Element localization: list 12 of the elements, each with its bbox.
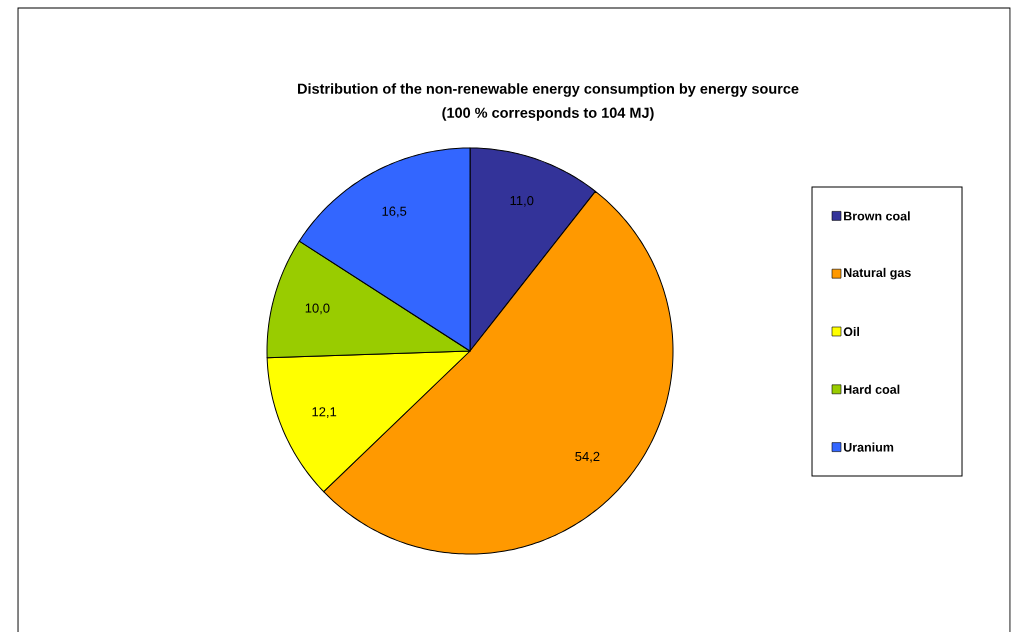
chart-title: Distribution of the non-renewable energy consumption by energy source [298,83,799,97]
data-label: 10,0 [305,303,330,315]
legend-label: Brown coal [844,211,910,221]
legend-label: Uranium [843,442,894,452]
data-label: 11,0 [510,195,534,207]
legend-label: Oil [843,326,859,337]
data-label: 12,1 [312,407,337,418]
data-label: 54,2 [575,451,600,463]
chart-subtitle: (100 % corresponds to 104 MJ) [442,107,654,121]
legend-label: Natural gas [844,267,911,280]
legend-label: Hard coal [844,384,900,394]
data-label: 16,5 [382,206,407,218]
